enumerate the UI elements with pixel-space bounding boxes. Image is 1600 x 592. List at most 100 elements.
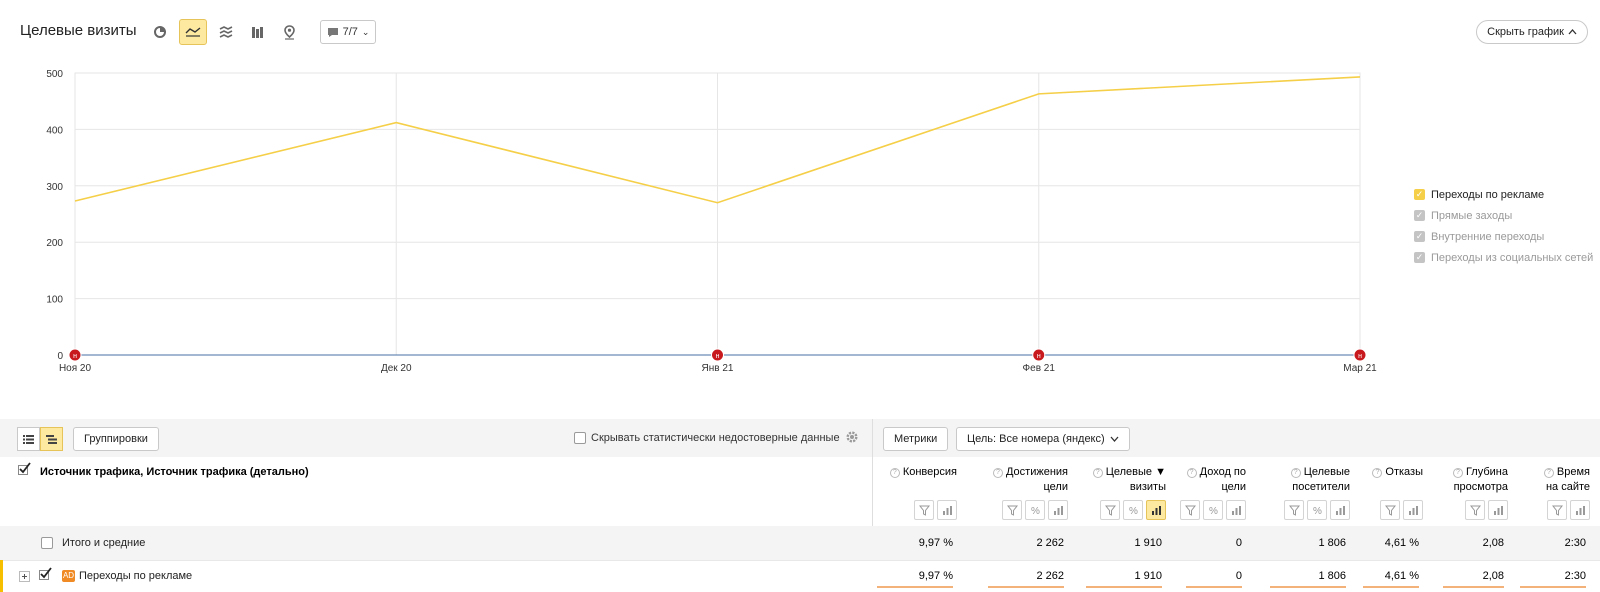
column-header[interactable]: ? Доход по цели (1176, 465, 1246, 495)
filter-button[interactable] (1180, 500, 1200, 520)
legend-checkbox[interactable]: ✓ (1414, 252, 1425, 263)
filter-icon (1288, 505, 1300, 516)
y-tick-label: 500 (46, 69, 63, 80)
percent-icon: % (1129, 506, 1138, 516)
chart-toggle-button[interactable] (937, 500, 957, 520)
filter-button[interactable] (1002, 500, 1022, 520)
goal-select[interactable]: Цель: Все номера (яндекс) (956, 427, 1130, 451)
line-chart-button[interactable] (179, 19, 207, 45)
percent-button[interactable]: % (1025, 500, 1045, 520)
chevron-down-icon (1110, 436, 1119, 442)
total-row-label: Итого и средние (62, 537, 146, 549)
help-icon[interactable]: ? (1372, 468, 1383, 478)
area-chart-button[interactable] (212, 19, 240, 45)
legend-item[interactable]: ✓ Внутренние переходы (1414, 226, 1593, 247)
percent-button[interactable]: % (1203, 500, 1223, 520)
percent-button[interactable]: % (1123, 500, 1143, 520)
dimension-header[interactable]: Источник трафика, Источник трафика (дета… (40, 466, 309, 478)
column-header[interactable]: ? Конверсия (867, 465, 957, 480)
column-header-line1: Целевые ▼ (1105, 466, 1166, 478)
chart-toggle-button[interactable] (1048, 500, 1068, 520)
filter-icon (1384, 505, 1396, 516)
column-header-line1: Целевые (1303, 466, 1350, 478)
svg-text:%: % (1209, 506, 1218, 516)
table-cell: 9,97 % (918, 570, 953, 582)
map-button[interactable] (275, 19, 303, 45)
legend-checkbox[interactable]: ✓ (1414, 210, 1425, 221)
metrics-button[interactable]: Метрики (883, 427, 949, 451)
help-icon[interactable]: ? (1186, 468, 1197, 478)
filter-button[interactable] (914, 500, 934, 520)
annotations-dropdown[interactable]: 7/7 ⌄ (320, 20, 376, 44)
hide-unreliable-toggle[interactable]: Скрывать статистически недостоверные дан… (574, 432, 840, 444)
pie-chart-icon (154, 26, 166, 38)
chart-toggle-button[interactable] (1488, 500, 1508, 520)
bar-chart-icon (1493, 505, 1503, 515)
filter-icon (1184, 505, 1196, 516)
comment-icon (327, 27, 338, 37)
legend-item[interactable]: ✓ Переходы по рекламе (1414, 184, 1593, 205)
filter-icon (1006, 505, 1018, 516)
help-icon[interactable]: ? (1543, 468, 1554, 478)
pie-chart-button[interactable] (146, 19, 174, 45)
column-header-line1: Отказы (1385, 466, 1423, 478)
percent-icon: % (1209, 506, 1218, 516)
legend-checkbox[interactable]: ✓ (1414, 231, 1425, 242)
gear-icon[interactable] (845, 430, 859, 444)
expand-icon[interactable] (19, 571, 30, 582)
select-all-checkbox[interactable] (18, 462, 32, 476)
filter-button[interactable] (1380, 500, 1400, 520)
legend-item[interactable]: ✓ Переходы из социальных сетей (1414, 247, 1593, 268)
column-header-line2: визиты (1129, 481, 1166, 493)
hide-chart-label: Скрыть график (1487, 26, 1564, 38)
row-checkbox[interactable] (39, 567, 53, 581)
row-accent (0, 560, 3, 592)
table-cell: 2,08 (1482, 570, 1504, 582)
column-header-line2: цели (1221, 481, 1247, 493)
help-icon[interactable]: ? (889, 468, 900, 478)
hide-unreliable-checkbox[interactable] (574, 432, 586, 444)
percent-button[interactable]: % (1307, 500, 1327, 520)
groupings-button[interactable]: Группировки (73, 427, 159, 451)
legend-checkbox[interactable]: ✓ (1414, 189, 1425, 200)
total-row (0, 526, 1600, 560)
note-marker (68, 348, 82, 362)
table-divider (872, 419, 873, 592)
chart-toggle-button[interactable] (1570, 500, 1590, 520)
total-row-checkbox[interactable] (41, 537, 53, 549)
share-bar (1443, 586, 1504, 588)
chart-toggle-button[interactable] (1226, 500, 1246, 520)
column-header[interactable]: ? Целевые ▼ визиты (1076, 465, 1166, 495)
legend-item[interactable]: ✓ Прямые заходы (1414, 205, 1593, 226)
column-tools (1380, 500, 1423, 520)
filter-button[interactable] (1465, 500, 1485, 520)
share-bar (1270, 586, 1346, 588)
tree-list-button[interactable] (40, 427, 63, 451)
table-cell: 1 910 (1134, 570, 1162, 582)
column-header[interactable]: ? Время на сайте (1510, 465, 1590, 495)
chart-toggle-button[interactable] (1403, 500, 1423, 520)
filter-button[interactable] (1100, 500, 1120, 520)
help-icon[interactable]: ? (992, 468, 1003, 478)
filter-icon (918, 505, 930, 516)
help-icon[interactable]: ? (1290, 468, 1301, 478)
svg-text:%: % (1313, 506, 1322, 516)
column-header[interactable]: ? Достижения цели (978, 465, 1068, 495)
flat-list-button[interactable] (17, 427, 40, 451)
column-header[interactable]: ? Целевые посетители (1260, 465, 1350, 495)
column-header[interactable]: ? Отказы (1353, 465, 1423, 480)
y-tick-label: 400 (46, 125, 63, 136)
hide-chart-button[interactable]: Скрыть график (1476, 20, 1588, 44)
column-header-line2: просмотра (1453, 481, 1508, 493)
filter-button[interactable] (1284, 500, 1304, 520)
bar-chart-button[interactable] (243, 19, 271, 45)
filter-button[interactable] (1547, 500, 1567, 520)
chart-toggle-button[interactable] (1330, 500, 1350, 520)
total-cell: 2:30 (1564, 537, 1586, 549)
chart-toggle-button[interactable] (1146, 500, 1166, 520)
column-header[interactable]: ? Глубина просмотра (1433, 465, 1508, 495)
help-icon[interactable]: ? (1452, 468, 1463, 478)
ad-badge: AD (62, 570, 75, 582)
help-icon[interactable]: ? (1092, 468, 1103, 478)
column-tools (1465, 500, 1508, 520)
